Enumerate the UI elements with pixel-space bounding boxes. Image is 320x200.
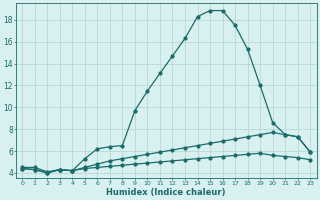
- X-axis label: Humidex (Indice chaleur): Humidex (Indice chaleur): [107, 188, 226, 197]
